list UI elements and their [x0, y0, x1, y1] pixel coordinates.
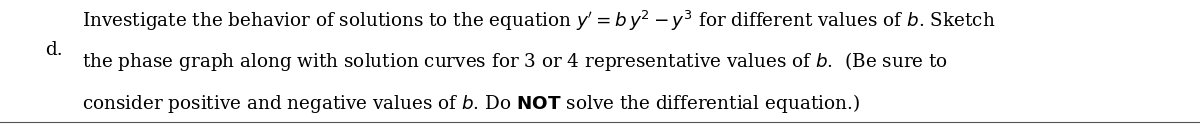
Text: d.: d.: [46, 41, 64, 59]
Text: the phase graph along with solution curves for 3 or 4 representative values of $: the phase graph along with solution curv…: [82, 50, 948, 73]
Text: consider positive and negative values of $b$. Do $\mathbf{NOT}$ solve the differ: consider positive and negative values of…: [82, 92, 859, 115]
Text: Investigate the behavior of solutions to the equation $y' = b\,y^2 - y^3$ for di: Investigate the behavior of solutions to…: [82, 9, 995, 33]
